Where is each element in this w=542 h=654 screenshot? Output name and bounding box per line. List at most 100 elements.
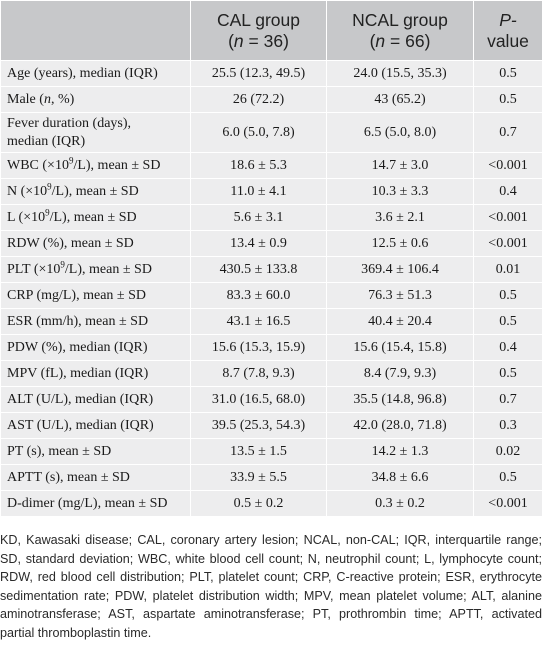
row-label-text: N (×10	[7, 183, 48, 199]
header-ncal-n-symbol: n	[375, 30, 386, 51]
ncal-value: 8.4 (7.9, 9.3)	[326, 360, 474, 387]
cal-value: 39.5 (25.3, 54.3)	[190, 412, 327, 439]
p-value: 0.3	[473, 412, 542, 439]
row-label: PT (s), mean ± SD	[0, 438, 191, 465]
cal-value: 26 (72.2)	[190, 86, 327, 113]
header-row: CAL group (n = 36) NCAL group (n = 66) P…	[0, 0, 542, 61]
row-label: MPV (fL), median (IQR)	[0, 360, 191, 387]
ncal-value: 12.5 ± 0.6	[326, 230, 474, 257]
header-ncal-n-value: = 66)	[385, 30, 431, 51]
row-label-italic: n	[43, 91, 51, 107]
header-value-label: value	[487, 30, 529, 51]
cal-value: 15.6 (15.3, 15.9)	[190, 334, 327, 361]
cal-value: 11.0 ± 4.1	[190, 178, 327, 205]
row-label: D-dimer (mg/L), mean ± SD	[0, 490, 191, 517]
row-label-text: Age (years), median (IQR)	[7, 65, 158, 81]
row-label-text: PDW (%), median (IQR)	[7, 339, 148, 355]
cal-value: 13.4 ± 0.9	[190, 230, 327, 257]
row-label: Male (n, %)	[0, 86, 191, 113]
p-value: 0.5	[473, 60, 542, 87]
p-value: 0.02	[473, 438, 542, 465]
row-label: AST (U/L), median (IQR)	[0, 412, 191, 439]
ncal-value: 42.0 (28.0, 71.8)	[326, 412, 474, 439]
row-label-text: PT (s), mean ± SD	[7, 443, 112, 459]
cal-value: 25.5 (12.3, 49.5)	[190, 60, 327, 87]
row-label-suffix: /L), mean ± SD	[51, 183, 139, 199]
row-label: Age (years), median (IQR)	[0, 60, 191, 87]
row-label-superscript: 9	[60, 258, 65, 269]
row-label-text: PLT (×10	[7, 261, 61, 277]
p-value: 0.5	[473, 86, 542, 113]
header-ncal-n: (n = 66)	[369, 30, 431, 51]
cal-value: 33.9 ± 5.5	[190, 464, 327, 491]
cal-value: 8.7 (7.8, 9.3)	[190, 360, 327, 387]
cal-value: 31.0 (16.5, 68.0)	[190, 386, 327, 413]
header-cal-n-value: = 36)	[243, 30, 289, 51]
table-row: Male (n, %) 26 (72.2) 43 (65.2) 0.5	[0, 86, 542, 113]
table-row: APTT (s), mean ± SD 33.9 ± 5.5 34.8 ± 6.6 0…	[0, 464, 542, 491]
p-value: 0.4	[473, 334, 542, 361]
table-row: AST (U/L), median (IQR) 39.5 (25.3, 54.3)…	[0, 412, 542, 439]
cal-value: 430.5 ± 133.8	[190, 256, 327, 283]
row-label-text: MPV (fL), median (IQR)	[7, 365, 149, 381]
table-row: N (×109/L), mean ± SD 11.0 ± 4.1 10.3 ± 3.…	[0, 178, 542, 205]
ncal-value: 0.3 ± 0.2	[326, 490, 474, 517]
ncal-value: 34.8 ± 6.6	[326, 464, 474, 491]
ncal-value: 3.6 ± 2.1	[326, 204, 474, 231]
row-label: ESR (mm/h), mean ± SD	[0, 308, 191, 335]
row-label-suffix: /L), mean ± SD	[49, 209, 137, 225]
row-label-text: WBC (×10	[7, 157, 69, 173]
data-table: CAL group (n = 36) NCAL group (n = 66) P…	[0, 0, 542, 517]
table-row: ESR (mm/h), mean ± SD 43.1 ± 16.5 40.4 ± 2…	[0, 308, 542, 335]
row-label-text: ALT (U/L), median (IQR)	[7, 391, 154, 407]
p-value: <0.001	[473, 204, 542, 231]
p-value: 0.4	[473, 178, 542, 205]
row-label: APTT (s), mean ± SD	[0, 464, 191, 491]
row-label-suffix: , %)	[50, 91, 75, 107]
ncal-value: 15.6 (15.4, 15.8)	[326, 334, 474, 361]
table-row: CRP (mg/L), mean ± SD 83.3 ± 60.0 76.3 ± 5…	[0, 282, 542, 309]
row-label-text: AST (U/L), median (IQR)	[7, 417, 154, 433]
row-label-suffix: /L), mean ± SD	[64, 261, 152, 277]
table-row: ALT (U/L), median (IQR) 31.0 (16.5, 68.0)…	[0, 386, 542, 413]
table-row: L (×109/L), mean ± SD 5.6 ± 3.1 3.6 ± 2.1 <…	[0, 204, 542, 231]
row-label-superscript: 9	[47, 180, 52, 191]
ncal-value: 6.5 (5.0, 8.0)	[326, 112, 474, 153]
row-label: L (×109/L), mean ± SD	[0, 204, 191, 231]
header-cal-n: (n = 36)	[228, 30, 289, 51]
table-footnote: KD, Kawasaki disease; CAL, coronary arte…	[0, 533, 542, 640]
row-label-text: RDW (%), mean ± SD	[7, 235, 134, 251]
row-label-suffix: /L), mean ± SD	[73, 157, 161, 173]
header-cal-group: CAL group (n = 36)	[190, 0, 327, 61]
row-label-text: D-dimer (mg/L), mean ± SD	[7, 495, 168, 511]
row-label-text: Male (	[7, 91, 44, 107]
table-row: Age (years), median (IQR) 25.5 (12.3, 49.…	[0, 60, 542, 87]
p-value: 0.5	[473, 464, 542, 491]
header-cal-title: CAL group	[216, 9, 300, 30]
table-container: CAL group (n = 36) NCAL group (n = 66) P…	[0, 0, 542, 640]
row-label: Fever duration (days), median (IQR)	[0, 112, 191, 153]
ncal-value: 369.4 ± 106.4	[326, 256, 474, 283]
header-p-label: P-	[499, 9, 517, 30]
table-row: PT (s), mean ± SD 13.5 ± 1.5 14.2 ± 1.3 0.0…	[0, 438, 542, 465]
p-value: 0.7	[473, 386, 542, 413]
table-row: MPV (fL), median (IQR) 8.7 (7.8, 9.3) 8.4 …	[0, 360, 542, 387]
row-label: ALT (U/L), median (IQR)	[0, 386, 191, 413]
p-value: <0.001	[473, 152, 542, 179]
table-row: D-dimer (mg/L), mean ± SD 0.5 ± 0.2 0.3 ± …	[0, 490, 542, 517]
header-ncal-group: NCAL group (n = 66)	[326, 0, 474, 61]
p-value: <0.001	[473, 230, 542, 257]
row-label-superscript: 9	[68, 154, 74, 165]
row-label-text: CRP (mg/L), mean ± SD	[7, 287, 146, 303]
row-label-line1: Fever duration (days),	[7, 115, 132, 131]
ncal-value: 35.5 (14.8, 96.8)	[326, 386, 474, 413]
row-label: PDW (%), median (IQR)	[0, 334, 191, 361]
cal-value: 83.3 ± 60.0	[190, 282, 327, 309]
row-label-text: APTT (s), mean ± SD	[7, 469, 130, 485]
table-row: PLT (×109/L), mean ± SD 430.5 ± 133.8 369.…	[0, 256, 542, 283]
ncal-value: 76.3 ± 51.3	[326, 282, 474, 309]
cal-value: 5.6 ± 3.1	[190, 204, 327, 231]
ncal-value: 10.3 ± 3.3	[326, 178, 474, 205]
cal-value: 18.6 ± 5.3	[190, 152, 327, 179]
table-row: RDW (%), mean ± SD 13.4 ± 0.9 12.5 ± 0.6 <0…	[0, 230, 542, 257]
